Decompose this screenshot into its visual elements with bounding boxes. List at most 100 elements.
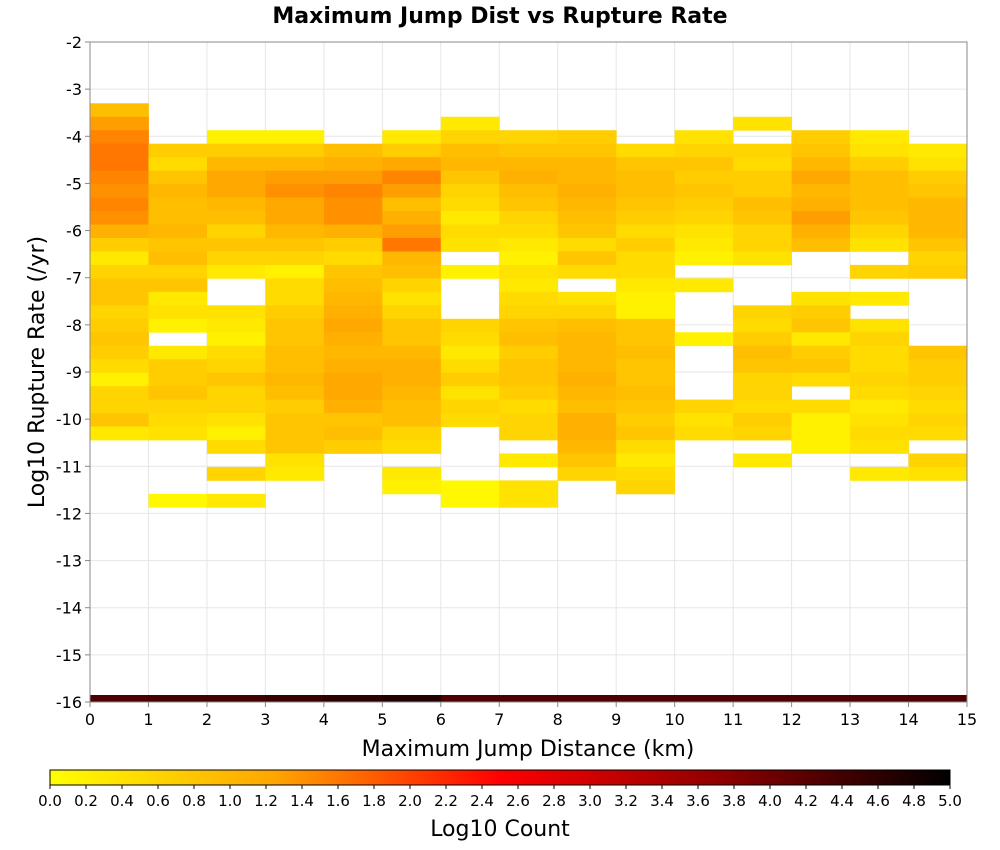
heatmap-cell	[499, 184, 559, 198]
heatmap-cell	[440, 413, 500, 427]
heatmap-cell	[382, 413, 442, 427]
baseline-cell	[674, 695, 734, 702]
heatmap-cell	[791, 184, 851, 198]
heatmap-cell	[323, 359, 383, 374]
heatmap-cell	[850, 399, 909, 414]
heatmap-cell	[265, 305, 325, 320]
heatmap-cell	[499, 251, 559, 266]
colorbar-tick-label: 0.0	[38, 792, 62, 810]
heatmap-cell	[850, 386, 909, 400]
heatmap-cell	[382, 130, 442, 145]
heatmap-cell	[148, 305, 208, 320]
heatmap-cell	[206, 493, 266, 508]
heatmap-cell	[323, 211, 383, 225]
heatmap-cell	[148, 278, 208, 293]
heatmap-cell	[148, 143, 208, 158]
heatmap-cell	[148, 251, 208, 266]
heatmap-cell	[90, 318, 149, 333]
heatmap-cell	[557, 359, 617, 374]
heatmap-cell	[733, 251, 792, 266]
heatmap-cell	[90, 184, 149, 198]
heatmap-cell	[791, 197, 851, 212]
heatmap-cell	[148, 224, 208, 239]
heatmap-cell	[206, 157, 266, 172]
heatmap-cell	[499, 372, 559, 387]
heatmap-cell	[791, 130, 851, 145]
y-tick-label: -4	[66, 127, 82, 146]
heatmap-cell	[265, 143, 325, 158]
heatmap-cell	[440, 345, 500, 360]
heatmap-cell	[616, 466, 676, 481]
heatmap-cell	[557, 439, 617, 454]
heatmap-cell	[382, 426, 442, 441]
heatmap-cell	[323, 318, 383, 333]
heatmap-cell	[616, 386, 676, 400]
heatmap-cell	[440, 211, 500, 225]
heatmap-cell	[733, 237, 792, 252]
heatmap-cell	[382, 211, 442, 225]
heatmap-cell	[791, 305, 851, 320]
heatmap-cell	[440, 332, 500, 347]
heatmap-cell	[557, 466, 617, 481]
heatmap-cell	[265, 426, 325, 441]
heatmap-cell	[323, 143, 383, 158]
heatmap-cell	[616, 224, 676, 239]
heatmap-cell	[791, 399, 851, 414]
heatmap-cell	[499, 305, 559, 320]
heatmap-cell	[90, 264, 149, 279]
heatmap-cell	[674, 224, 734, 239]
heatmap-cell	[733, 399, 792, 414]
heatmap-cell	[908, 264, 968, 279]
heatmap-cell	[557, 157, 617, 172]
colorbar-tick-label: 2.2	[434, 792, 458, 810]
baseline-cell	[148, 695, 208, 702]
heatmap-cell	[265, 399, 325, 414]
colorbar-tick-label: 4.0	[758, 792, 782, 810]
x-tick-label: 14	[898, 710, 918, 729]
heatmap-cell	[323, 264, 383, 279]
heatmap-cell	[90, 386, 149, 400]
heatmap-cell	[733, 359, 792, 374]
heatmap-cell	[557, 318, 617, 333]
heatmap-cell	[323, 170, 383, 185]
baseline-cell	[499, 695, 559, 702]
heatmap-cell	[265, 264, 325, 279]
heatmap-cell	[206, 466, 266, 481]
colorbar-tick-label: 0.2	[74, 792, 98, 810]
heatmap-cell	[616, 439, 676, 454]
heatmap-cell	[206, 359, 266, 374]
heatmap-cell	[674, 184, 734, 198]
x-tick-label: 7	[494, 710, 504, 729]
heatmap-cell	[850, 130, 909, 145]
heatmap-cell	[616, 372, 676, 387]
heatmap-cell	[382, 386, 442, 400]
heatmap-cell	[850, 170, 909, 185]
y-tick-label: -10	[56, 410, 82, 429]
heatmap-cell	[382, 345, 442, 360]
heatmap-cell	[382, 170, 442, 185]
heatmap-cell	[850, 413, 909, 427]
heatmap-cell	[206, 197, 266, 212]
y-tick-label: -7	[66, 269, 82, 288]
heatmap-cell	[908, 453, 968, 468]
heatmap-cell	[323, 345, 383, 360]
heatmap-cell	[850, 332, 909, 347]
heatmap-cell	[850, 318, 909, 333]
heatmap-cell	[148, 345, 208, 360]
heatmap-cell	[323, 224, 383, 239]
heatmap-cell	[733, 453, 792, 468]
heatmap-cell	[440, 372, 500, 387]
heatmap-cell	[206, 170, 266, 185]
heatmap-cell	[733, 345, 792, 360]
heatmap-cell	[206, 439, 266, 454]
heatmap-cell	[557, 184, 617, 198]
heatmap-cell	[90, 372, 149, 387]
heatmap-cell	[908, 466, 968, 481]
heatmap-cell	[90, 224, 149, 239]
colorbar-tick-label: 0.6	[146, 792, 170, 810]
colorbar-tick-label: 2.4	[470, 792, 494, 810]
baseline-cell	[382, 695, 442, 702]
heatmap-cell	[733, 197, 792, 212]
heatmap-cell	[499, 237, 559, 252]
heatmap-cell	[499, 130, 559, 145]
